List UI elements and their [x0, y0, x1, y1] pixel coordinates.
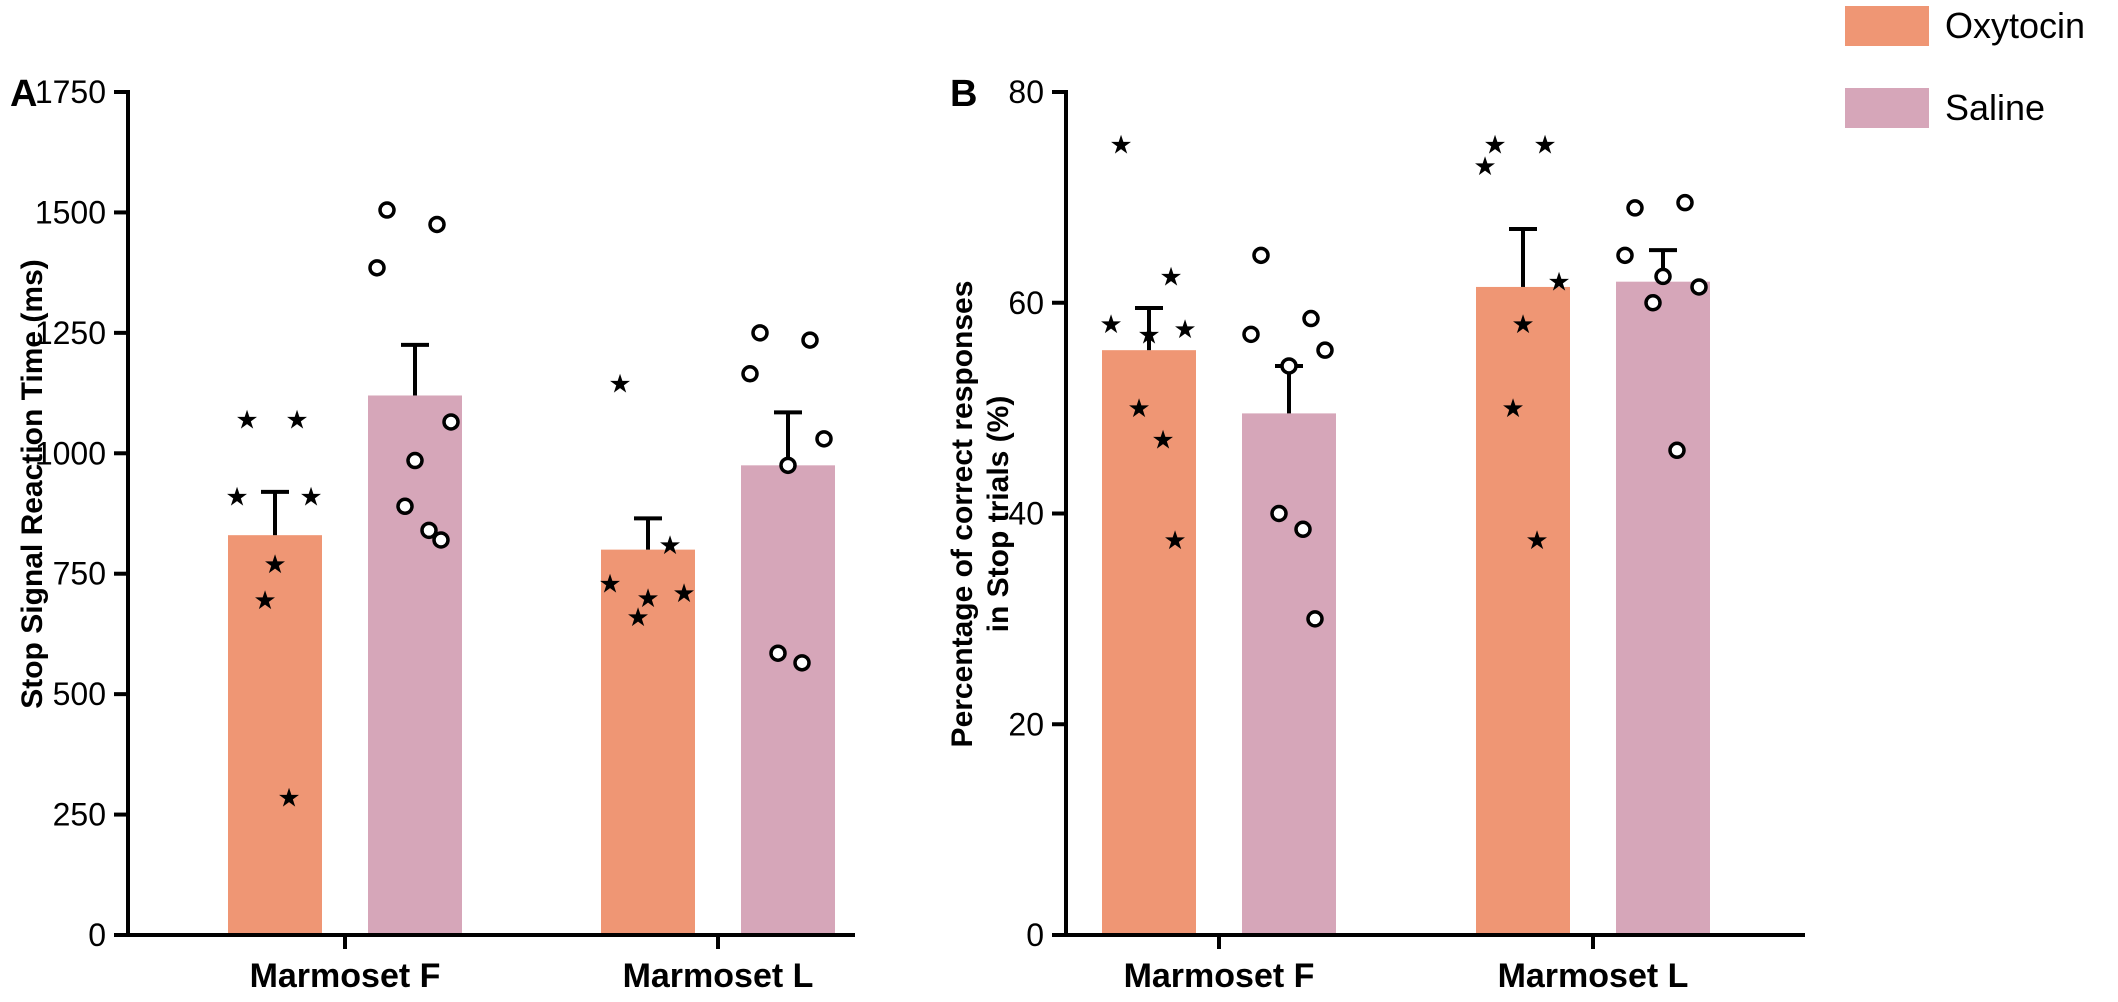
x-tick-label-b-marmoset-l: Marmoset L — [1498, 957, 1689, 995]
y-tick-label-b-0: 0 — [1026, 917, 1044, 953]
panel-letter-b: B — [950, 73, 977, 115]
point-b-saline-marmoset-l-6 — [1668, 441, 1686, 460]
y-tick-label-a-250: 250 — [53, 797, 106, 833]
point-a-oxytocin-marmoset-l-2: ★ — [598, 569, 621, 599]
point-b-oxytocin-marmoset-f-2: ★ — [1099, 310, 1122, 340]
point-b-oxytocin-marmoset-f-6: ★ — [1151, 426, 1174, 456]
point-a-oxytocin-marmoset-f-0: ★ — [235, 406, 258, 436]
point-a-saline-marmoset-l-3 — [815, 430, 833, 448]
y-tick-label-a-750: 750 — [53, 556, 106, 592]
point-a-saline-marmoset-l-5 — [769, 644, 787, 662]
point-a-oxytocin-marmoset-f-3: ★ — [299, 483, 322, 513]
x-tick-label-a-marmoset-f: Marmoset F — [250, 957, 441, 995]
point-b-saline-marmoset-l-5 — [1644, 294, 1662, 312]
bar-a-saline-marmoset-f — [368, 395, 462, 936]
legend-swatch-saline — [1845, 88, 1929, 128]
y-tick-label-a-500: 500 — [53, 676, 106, 712]
point-b-oxytocin-marmoset-f-0: ★ — [1109, 131, 1132, 161]
point-b-oxytocin-marmoset-f-3: ★ — [1173, 315, 1196, 345]
point-a-saline-marmoset-f-2 — [368, 259, 386, 277]
point-a-saline-marmoset-f-7 — [432, 531, 450, 549]
point-a-saline-marmoset-f-3 — [442, 413, 460, 431]
point-b-saline-marmoset-f-3 — [1316, 341, 1334, 359]
point-a-oxytocin-marmoset-l-0: ★ — [608, 369, 631, 399]
point-a-oxytocin-marmoset-l-3: ★ — [672, 579, 695, 609]
point-a-saline-marmoset-f-5 — [396, 497, 414, 516]
point-a-saline-marmoset-f-0 — [378, 201, 396, 219]
point-b-oxytocin-marmoset-l-5: ★ — [1501, 394, 1524, 424]
point-a-oxytocin-marmoset-l-1: ★ — [658, 531, 681, 561]
point-b-oxytocin-marmoset-l-3: ★ — [1547, 268, 1570, 298]
legend-label-saline: Saline — [1945, 87, 2045, 128]
point-a-saline-marmoset-l-2 — [741, 365, 759, 383]
point-a-saline-marmoset-l-1 — [801, 331, 819, 349]
point-b-oxytocin-marmoset-l-6: ★ — [1525, 526, 1548, 556]
y-tick-label-b-20: 20 — [1008, 706, 1044, 742]
panel-letter-a: A — [10, 73, 37, 115]
point-b-oxytocin-marmoset-l-0: ★ — [1483, 131, 1506, 161]
point-a-oxytocin-marmoset-f-6: ★ — [277, 784, 300, 814]
point-a-saline-marmoset-f-4 — [406, 451, 424, 470]
point-a-saline-marmoset-l-0 — [751, 324, 769, 342]
point-b-saline-marmoset-l-4 — [1654, 267, 1672, 286]
point-b-saline-marmoset-f-6 — [1294, 520, 1312, 539]
y-axis-title-b: Percentage of correct responses in Stop t… — [946, 281, 1015, 748]
point-b-oxytocin-marmoset-l-1: ★ — [1533, 131, 1556, 161]
point-a-oxytocin-marmoset-f-4: ★ — [263, 550, 286, 580]
y-tick-label-a-1000: 1000 — [35, 435, 106, 471]
legend-label-oxytocin: Oxytocin — [1945, 5, 2085, 46]
point-a-oxytocin-marmoset-f-2: ★ — [225, 483, 248, 513]
bar-b-oxytocin-marmoset-l — [1476, 286, 1570, 936]
y-tick-label-b-40: 40 — [1008, 496, 1044, 532]
point-a-oxytocin-marmoset-l-5: ★ — [626, 603, 649, 633]
point-b-saline-marmoset-f-0 — [1252, 246, 1270, 265]
legend: Oxytocin Saline — [1845, 5, 2085, 128]
point-a-oxytocin-marmoset-f-5: ★ — [253, 586, 276, 616]
bar-a-saline-marmoset-l — [741, 465, 835, 935]
point-a-oxytocin-marmoset-f-1: ★ — [285, 406, 308, 436]
point-b-oxytocin-marmoset-l-2: ★ — [1473, 152, 1496, 182]
legend-swatch-oxytocin — [1845, 6, 1929, 46]
y-tick-label-a-1500: 1500 — [35, 194, 106, 230]
point-b-saline-marmoset-l-2 — [1616, 246, 1634, 265]
y-axis-title-a: Stop Signal Reaction Time (ms) — [16, 259, 49, 709]
point-b-oxytocin-marmoset-l-4: ★ — [1511, 310, 1534, 340]
point-b-saline-marmoset-f-5 — [1270, 504, 1288, 523]
point-b-saline-marmoset-l-1 — [1676, 193, 1694, 212]
bar-b-saline-marmoset-f — [1242, 413, 1336, 935]
y-tick-label-b-80: 80 — [1008, 74, 1044, 110]
point-a-saline-marmoset-l-6 — [793, 654, 811, 672]
bar-a-oxytocin-marmoset-l — [601, 549, 695, 935]
point-b-oxytocin-marmoset-f-4: ★ — [1137, 320, 1160, 350]
point-a-oxytocin-marmoset-l-4: ★ — [636, 584, 659, 614]
point-a-saline-marmoset-f-1 — [428, 215, 446, 234]
plot-area-a: ★ ★★ ★★★★★★★ ★★★02505007501000125015001750M… — [35, 74, 855, 995]
point-a-saline-marmoset-l-4 — [779, 456, 797, 475]
y-tick-label-a-1250: 1250 — [35, 315, 106, 351]
panel-a: A Stop Signal Reaction Time (ms) ★ ★★ ★★★★… — [10, 73, 855, 995]
y-tick-label-b-60: 60 — [1008, 285, 1044, 321]
point-b-saline-marmoset-f-2 — [1242, 325, 1260, 344]
point-b-oxytocin-marmoset-f-1: ★ — [1159, 262, 1182, 292]
y-tick-label-a-0: 0 — [88, 917, 106, 953]
y-tick-label-a-1750: 1750 — [35, 74, 106, 110]
bar-a-oxytocin-marmoset-f — [228, 535, 322, 935]
point-a-saline-marmoset-f-6 — [420, 521, 438, 540]
point-b-saline-marmoset-f-1 — [1302, 309, 1320, 328]
x-tick-label-b-marmoset-f: Marmoset F — [1124, 957, 1315, 995]
point-b-oxytocin-marmoset-f-7: ★ — [1163, 526, 1186, 556]
point-b-saline-marmoset-l-0 — [1626, 199, 1644, 217]
point-b-saline-marmoset-f-7 — [1306, 610, 1324, 628]
bar-b-saline-marmoset-l — [1616, 281, 1710, 935]
point-b-oxytocin-marmoset-f-5: ★ — [1127, 394, 1150, 424]
point-b-saline-marmoset-f-4 — [1280, 357, 1298, 375]
point-b-saline-marmoset-l-3 — [1690, 278, 1708, 296]
bar-b-oxytocin-marmoset-f — [1102, 350, 1196, 935]
x-tick-label-a-marmoset-l: Marmoset L — [623, 957, 814, 995]
